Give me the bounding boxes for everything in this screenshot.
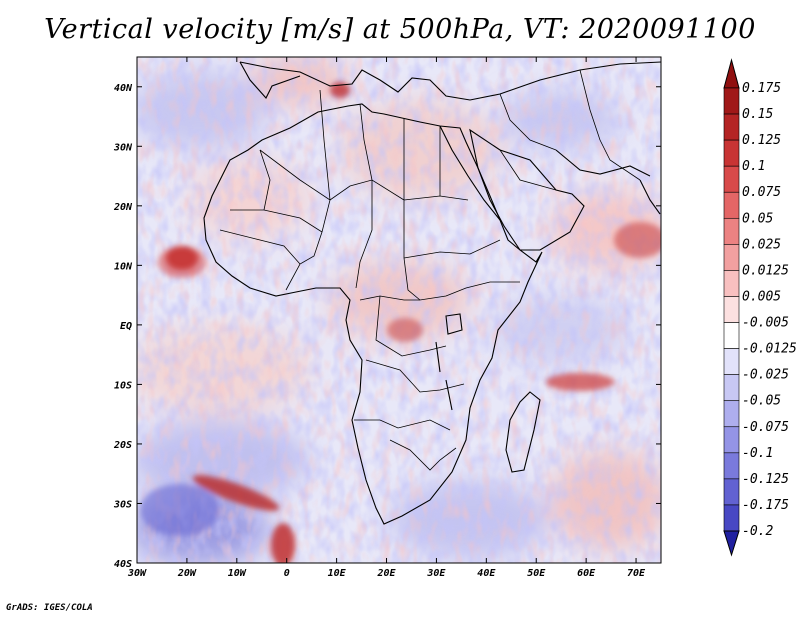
colorbar-top-arrow [723, 58, 740, 89]
colorbar-label: -0.005 [742, 316, 789, 331]
colorbar-label: 0.0125 [742, 263, 789, 278]
colorbar-label: -0.2 [742, 524, 773, 539]
lat-tick-label: 30N [113, 142, 133, 153]
lat-tick-label: 10S [114, 380, 132, 391]
colorbar-band [723, 426, 740, 454]
colorbar-band [723, 244, 740, 271]
colorbar-band [723, 296, 740, 323]
colorbar-label: 0.175 [742, 81, 781, 96]
lat-tick-label: 20S [113, 440, 132, 451]
lon-tick-label: 10W [228, 568, 247, 579]
colorbar-bottom-arrow [723, 530, 740, 557]
map-axes: 30W 20W 10W 0 10E 20E 30E 40E 50E 60E 70E 40N 30N 20N… [113, 57, 661, 579]
lon-tick-label: 60E [577, 568, 596, 579]
lat-tick-label: 40N [114, 83, 133, 94]
colorbar-band [723, 374, 740, 402]
colorbar-label: -0.05 [742, 394, 781, 409]
lon-tick-label: 50E [527, 568, 546, 579]
colorbar-band [723, 478, 740, 506]
velocity-field [137, 57, 661, 563]
lon-tick-label: 20W [177, 568, 197, 579]
colorbar-label: -0.125 [742, 472, 789, 487]
lon-tick-label: 10E [328, 568, 347, 579]
colorbar-band [723, 113, 740, 141]
colorbar-label: 0.15 [742, 107, 773, 122]
lon-tick-label: 40E [477, 568, 496, 579]
map-title: Vertical velocity [m/s] at 500hPa, VT: 2… [44, 14, 756, 45]
lon-tick-label: 20E [376, 568, 396, 579]
lat-tick-label: 10N [114, 261, 133, 272]
colorbar: 0.175 0.15 0.125 0.1 0.075 0.05 0.025 0.0125 0.0… [723, 58, 797, 557]
colorbar-label: 0.1 [742, 159, 765, 174]
colorbar-band [723, 191, 740, 219]
credit-text: GrADS: IGES/COLA [6, 603, 93, 613]
colorbar-band [723, 87, 740, 115]
colorbar-label: -0.025 [742, 368, 789, 383]
colorbar-label: 0.075 [742, 185, 781, 200]
colorbar-label: -0.075 [742, 420, 789, 435]
colorbar-label: 0.025 [742, 237, 781, 252]
lon-tick-label: 30E [426, 568, 446, 579]
map-frame [136, 56, 662, 564]
lon-tick-label: 70E [627, 568, 646, 579]
colorbar-label: 0.05 [742, 211, 773, 226]
coastlines [203, 61, 661, 525]
lat-tick-label: 20N [113, 202, 133, 213]
country-borders [219, 69, 641, 471]
colorbar-band [723, 504, 740, 532]
colorbar-label: -0.175 [742, 498, 789, 513]
colorbar-band [723, 322, 740, 349]
lat-tick-label: 40S [114, 559, 132, 570]
colorbar-label: -0.1 [742, 446, 773, 461]
colorbar-label: 0.125 [742, 133, 781, 148]
lon-tick-label: 0 [284, 568, 290, 579]
lat-tick-label: 30S [113, 499, 132, 510]
colorbar-band [723, 452, 740, 480]
colorbar-label: -0.0125 [742, 342, 797, 357]
colorbar-band [723, 165, 740, 193]
colorbar-band [723, 139, 740, 167]
colorbar-band [723, 217, 740, 245]
lat-tick-label: EQ [120, 321, 132, 332]
colorbar-band [723, 400, 740, 428]
colorbar-band [723, 270, 740, 297]
lon-tick-label: 30W [127, 568, 147, 579]
colorbar-label: 0.005 [742, 289, 781, 304]
colorbar-band [723, 348, 740, 375]
